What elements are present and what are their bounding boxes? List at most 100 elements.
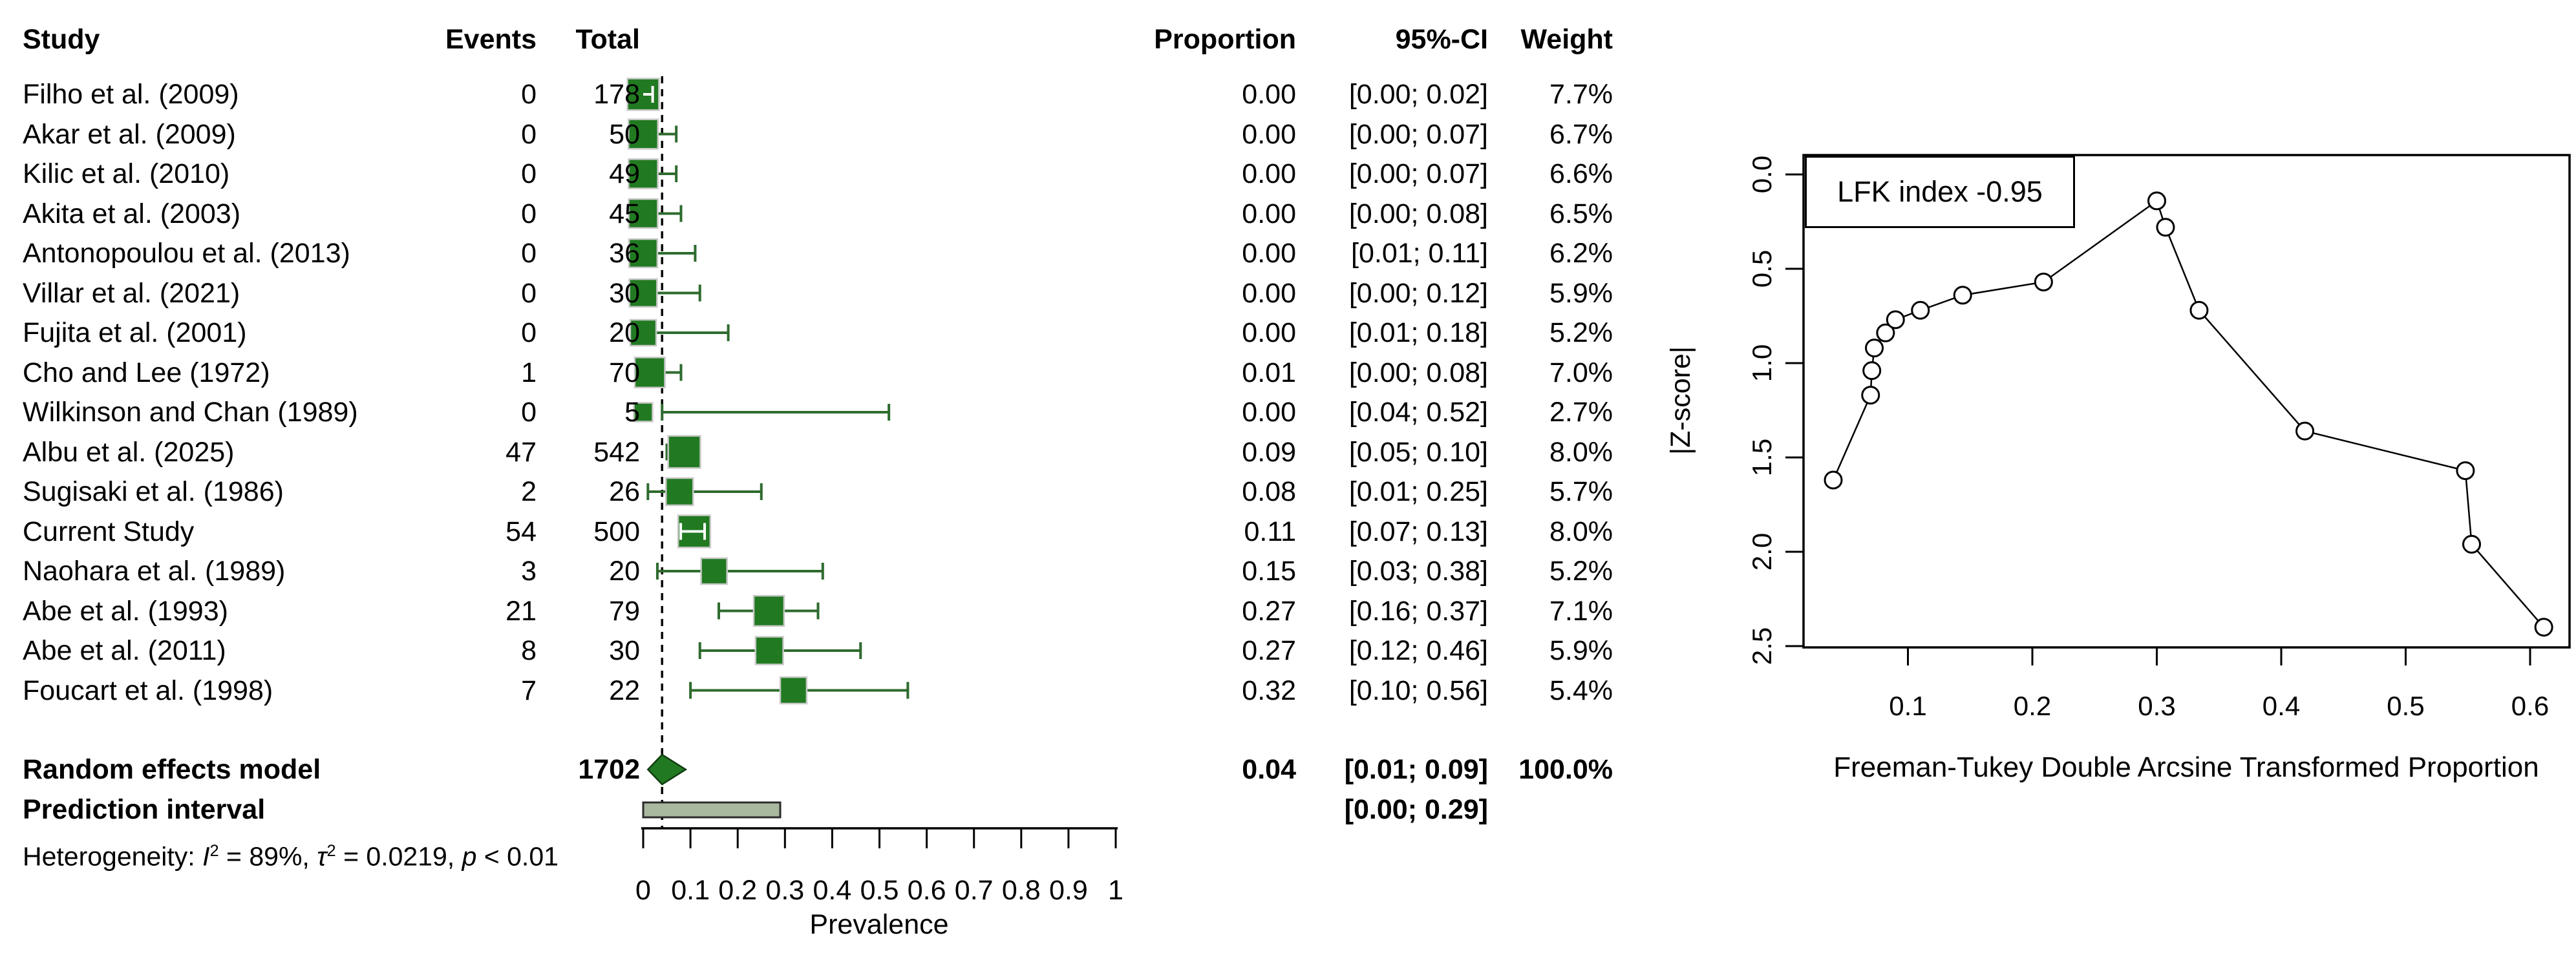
forest-xaxis-tick-label: 0.1 [671,875,710,906]
study-row-weight: 5.9% [1549,277,1613,309]
study-row-total: 20 [609,317,640,348]
doi-point [2462,534,2482,554]
summary-diamond [646,753,688,786]
doi-point [2189,300,2209,320]
doi-point [1865,339,1884,358]
forest-square [667,435,701,469]
prediction-label: Prediction interval [23,794,266,825]
doi-point [1876,323,1895,342]
forest-square [633,356,666,389]
forest-xaxis-tick-label: 0.4 [813,875,852,906]
forest-square [754,636,784,665]
doi-plot-frame [1802,154,2571,649]
study-row-weight: 8.0% [1549,516,1613,547]
study-row-proportion: 0.00 [1242,317,1296,348]
study-row-weight: 2.7% [1549,397,1613,428]
study-row-name: Naohara et al. (1989) [23,556,286,587]
study-row-name: Abe et al. (2011) [23,635,226,666]
study-row-ci: [0.10; 0.56] [1348,675,1488,706]
study-row-ci: [0.00; 0.08] [1348,357,1488,388]
prediction-ci: [0.00; 0.29] [1344,794,1488,825]
study-row-events: 0 [521,198,537,229]
study-row-events: 54 [506,516,537,547]
study-row-name: Albu et al. (2025) [23,436,235,468]
study-row-name: Villar et al. (2021) [23,277,240,309]
study-row-total: 5 [624,397,640,428]
study-row-proportion: 0.32 [1242,675,1296,706]
col-header-total: Total [575,24,640,55]
study-row-weight: 5.4% [1549,675,1613,706]
study-row-proportion: 0.15 [1242,556,1296,587]
summary-total: 1702 [578,754,640,785]
study-row-ci: [0.01; 0.18] [1348,317,1488,348]
forest-square [700,557,728,585]
forest-xaxis-tick-label: 0 [635,875,651,906]
study-row-events: 8 [521,635,537,666]
study-row-events: 47 [506,436,537,468]
heterogeneity-text: Heterogeneity: I2 = 89%, τ2 = 0.0219, p … [23,831,669,872]
study-row-proportion: 0.00 [1242,277,1296,309]
forest-xaxis-tick-label: 0.2 [718,875,758,906]
study-row-ci: [0.00; 0.07] [1348,118,1488,150]
study-row-ci: [0.16; 0.37] [1348,595,1488,627]
study-row-name: Wilkinson and Chan (1989) [23,397,358,428]
study-row-ci: [0.01; 0.11] [1351,238,1488,269]
summary-ci: [0.01; 0.09] [1344,754,1488,785]
study-row-total: 79 [609,595,640,627]
study-row-weight: 6.2% [1549,238,1613,269]
study-row-proportion: 0.00 [1242,118,1296,150]
study-row-name: Foucart et al. (1998) [23,675,273,706]
study-row-weight: 5.9% [1549,635,1613,666]
doi-xaxis-tick-label: 0.4 [2262,691,2301,721]
study-row-proportion: 0.01 [1242,357,1296,388]
forest-xaxis-tick-label: 1 [1108,875,1123,906]
study-row-weight: 7.7% [1549,79,1613,110]
study-row-total: 22 [609,675,640,706]
summary-proportion: 0.04 [1242,754,1296,785]
het-seg1: = 89%, [218,841,317,872]
forest-xaxis-title: Prevalence [809,909,949,940]
het-prefix: Heterogeneity: [23,841,203,872]
doi-xaxis-tick-label: 0.5 [2387,691,2425,721]
study-row-ci: [0.00; 0.02] [1348,79,1488,110]
doi-point [2147,191,2166,211]
study-row-weight: 6.5% [1549,198,1613,229]
prediction-interval-bar [642,801,782,819]
doi-point [2534,618,2553,637]
doi-point [2456,461,2475,480]
study-row-ci: [0.12; 0.46] [1348,635,1488,666]
study-row-events: 21 [506,595,537,627]
study-row-total: 50 [609,118,640,150]
study-row-name: Sugisaki et al. (1986) [23,476,284,507]
study-row-proportion: 0.27 [1242,635,1296,666]
study-row-events: 0 [521,277,537,309]
study-row-weight: 7.0% [1549,357,1613,388]
study-row-weight: 6.6% [1549,158,1613,189]
doi-yaxis-tick-label: 0.0 [1747,155,1777,194]
study-row-events: 2 [521,476,537,507]
col-header-events: Events [445,24,537,55]
forest-square [628,198,659,229]
study-row-weight: 5.2% [1549,317,1613,348]
het-i-sup: 2 [209,842,219,860]
forest-square [633,402,654,423]
study-row-total: 20 [609,556,640,587]
study-row-ci: [0.00; 0.07] [1348,158,1488,189]
het-tau-sup: 2 [326,842,336,860]
het-tau: τ [317,841,327,872]
lfk-index-box: LFK index -0.95 [1805,156,2075,228]
study-row-name: Cho and Lee (1972) [23,357,270,388]
study-row-events: 0 [521,79,537,110]
study-row-weight: 5.7% [1549,476,1613,507]
doi-point [1886,310,1905,330]
doi-yaxis-tick-label: 2.5 [1747,627,1777,665]
study-row-ci: [0.01; 0.25] [1348,476,1488,507]
doi-point [1862,361,1882,381]
study-row-weight: 8.0% [1549,436,1613,468]
forest-square [752,594,785,627]
forest-xaxis-tick-label: 0.7 [954,875,994,906]
study-row-proportion: 0.11 [1244,516,1297,547]
study-row-ci: [0.05; 0.10] [1348,436,1488,468]
